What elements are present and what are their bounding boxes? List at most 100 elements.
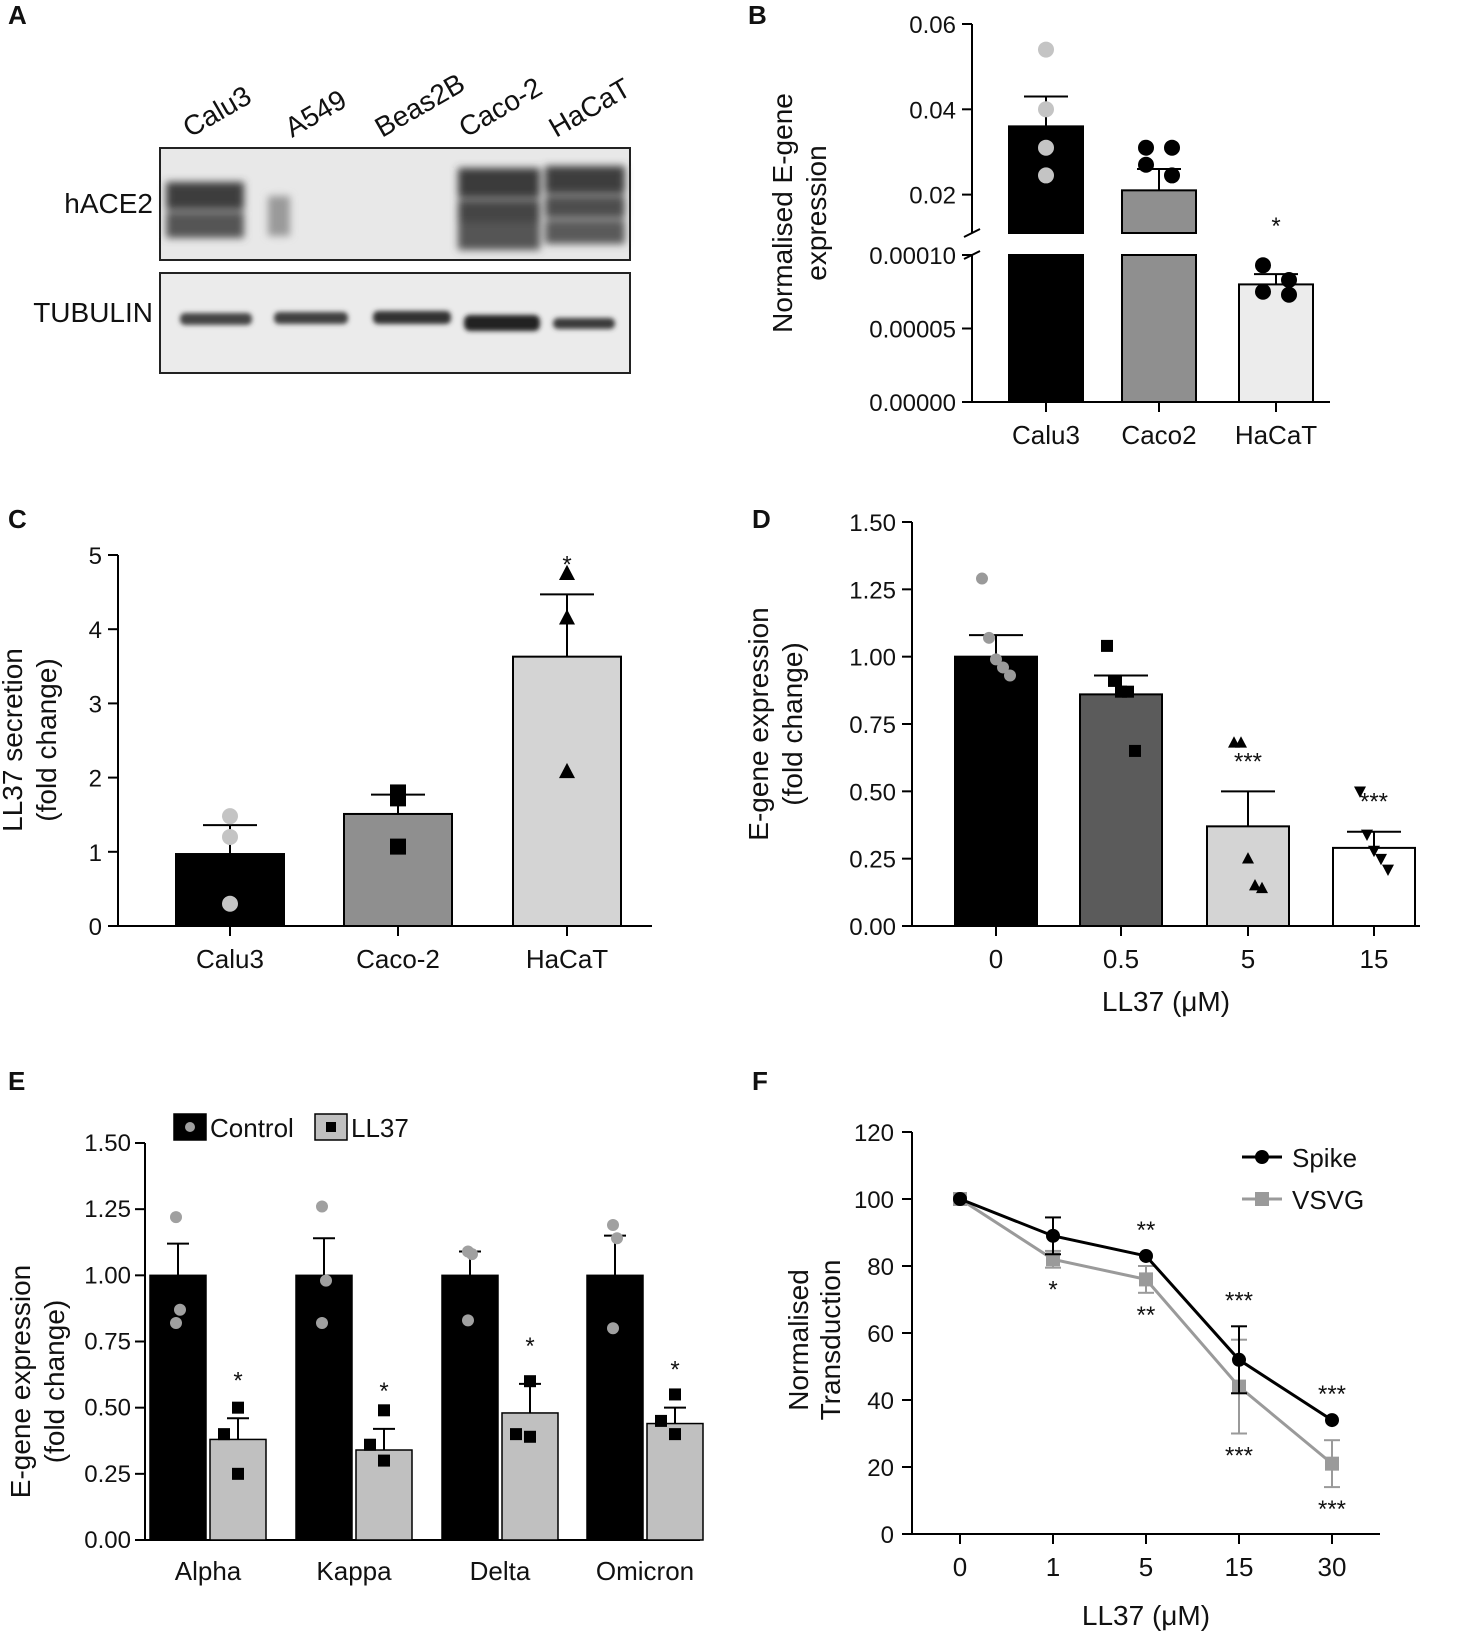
data-point-5 [1256, 881, 1268, 894]
y-tick-label: 0.00 [849, 914, 896, 941]
legend-label-vsvg: VSVG [1292, 1185, 1364, 1215]
y-tick-label: 0.00000 [869, 390, 956, 417]
bar-control-kappa [295, 1274, 353, 1541]
y-axis-label: E-gene expression [743, 607, 774, 840]
significance-spike: ** [1137, 1217, 1156, 1244]
significance-5: *** [1234, 748, 1262, 775]
y-tick-label: 0.50 [849, 779, 896, 806]
data-point-vsvg [1046, 1252, 1060, 1267]
y-tick-label: 5 [89, 543, 102, 570]
data-point-ll37 [669, 1388, 681, 1401]
bar-0.5 [1079, 693, 1163, 928]
y-tick-label: 0.75 [84, 1329, 131, 1356]
data-point-vsvg [1139, 1272, 1153, 1287]
legend-marker-ll37 [326, 1122, 336, 1132]
data-point-15 [1354, 786, 1366, 798]
y-tick-label: 0.00010 [869, 243, 956, 270]
bar-Caco-2 [343, 812, 453, 928]
panel-label-c: C [8, 504, 27, 534]
y-tick-label: 2 [89, 766, 102, 793]
data-point-5 [1249, 879, 1261, 891]
x-tick-label-Calu3: Calu3 [1012, 420, 1080, 450]
data-point-Caco2 [1164, 167, 1180, 184]
data-point-ll37 [218, 1428, 230, 1441]
data-point-15 [1375, 853, 1387, 866]
tubulin-bands [180, 311, 615, 331]
data-point-control [170, 1211, 182, 1224]
axis-break-mark [963, 228, 981, 238]
y-axis-label-line2: (fold change) [777, 642, 808, 805]
data-point-Calu3 [1038, 139, 1054, 156]
panel-label-e: E [8, 1066, 25, 1096]
x-tick-label-15: 15 [1225, 1552, 1254, 1582]
y-axis-label-line2: (fold change) [39, 1300, 70, 1463]
y-tick-label: 80 [867, 1254, 894, 1281]
data-point-spike [1046, 1228, 1060, 1243]
data-point-HaCaT [1255, 257, 1271, 274]
data-point-Calu3 [1038, 101, 1054, 118]
legend: Spike VSVG [1242, 1143, 1364, 1215]
y-tick-label: 1.25 [849, 577, 896, 604]
x-tick-label-Calu3: Calu3 [196, 944, 264, 974]
bar-5 [1206, 825, 1290, 928]
significance-omicron: * [670, 1357, 679, 1384]
legend-label-control: Control [210, 1113, 294, 1143]
significance-vsvg: *** [1225, 1443, 1253, 1470]
data-point-spike [1232, 1352, 1246, 1367]
data-point-HaCaT [1281, 286, 1297, 303]
bar-Caco2 [1121, 254, 1197, 403]
significance-delta: * [525, 1333, 534, 1360]
data-point-HaCaT [559, 609, 575, 625]
data-point-0 [983, 631, 995, 644]
x-tick-label-delta: Delta [470, 1556, 531, 1586]
data-point-Calu3 [222, 808, 238, 825]
data-point-Calu3 [222, 828, 238, 845]
significance-vsvg: ** [1137, 1302, 1156, 1329]
blot-row-label-tubulin: TUBULIN [33, 297, 153, 328]
y-axis-label: LL37 secretion [0, 648, 28, 832]
legend-label-ll37: LL37 [351, 1113, 409, 1143]
data-point-ll37 [669, 1428, 681, 1441]
x-tick-label-Caco2: Caco2 [1121, 420, 1196, 450]
panel-c-chart: 0 1 2 3 4 5 Calu3 Caco-2 * HaCaT LL37 secretion (fo… [0, 543, 652, 974]
bar-Caco2-upper [1121, 189, 1197, 234]
y-tick-label: 0 [89, 914, 102, 941]
data-point-control [316, 1200, 328, 1213]
data-point-ll37 [510, 1428, 522, 1441]
data-point-vsvg [1325, 1456, 1339, 1471]
data-point-control [466, 1248, 478, 1261]
blot-lane-label-hacat: HaCaT [544, 72, 636, 143]
panel-label-b: B [748, 0, 767, 30]
blot-lane-label-caco-2: Caco-2 [454, 71, 548, 143]
y-tick-label: 3 [89, 691, 102, 718]
data-point-Caco2 [1138, 139, 1154, 156]
data-point-control [320, 1274, 332, 1287]
y-tick-label: 0.00005 [869, 317, 956, 344]
significance-15: *** [1360, 789, 1388, 816]
data-point-15 [1368, 845, 1380, 858]
data-point-HaCaT [1255, 283, 1271, 300]
data-point-ll37 [524, 1375, 536, 1388]
legend-marker-control [185, 1122, 195, 1132]
y-tick-label: 0.75 [849, 712, 896, 739]
data-point-control [170, 1316, 182, 1329]
data-point-control [611, 1232, 623, 1245]
y-tick-label: 0.25 [84, 1461, 131, 1488]
x-tick-label-kappa: Kappa [316, 1556, 392, 1586]
data-point-HaCaT [559, 564, 575, 580]
y-tick-label: 60 [867, 1321, 894, 1348]
data-point-spike [1325, 1413, 1339, 1428]
x-tick-label-HaCaT: HaCaT [1235, 420, 1317, 450]
data-point-ll37 [364, 1438, 376, 1451]
y-axis-label: E-gene expression [5, 1265, 36, 1498]
data-point-spike [1139, 1248, 1153, 1263]
legend-marker-vsvg [1255, 1192, 1269, 1206]
y-tick-label: 0.06 [909, 12, 956, 39]
y-tick-label: 0.04 [909, 97, 956, 124]
blot-lane-label-a549: A549 [280, 84, 352, 144]
data-point-HaCaT [1281, 271, 1297, 288]
data-point-Caco-2 [390, 790, 406, 807]
data-point-ll37 [232, 1467, 244, 1480]
legend-label-spike: Spike [1292, 1143, 1357, 1173]
